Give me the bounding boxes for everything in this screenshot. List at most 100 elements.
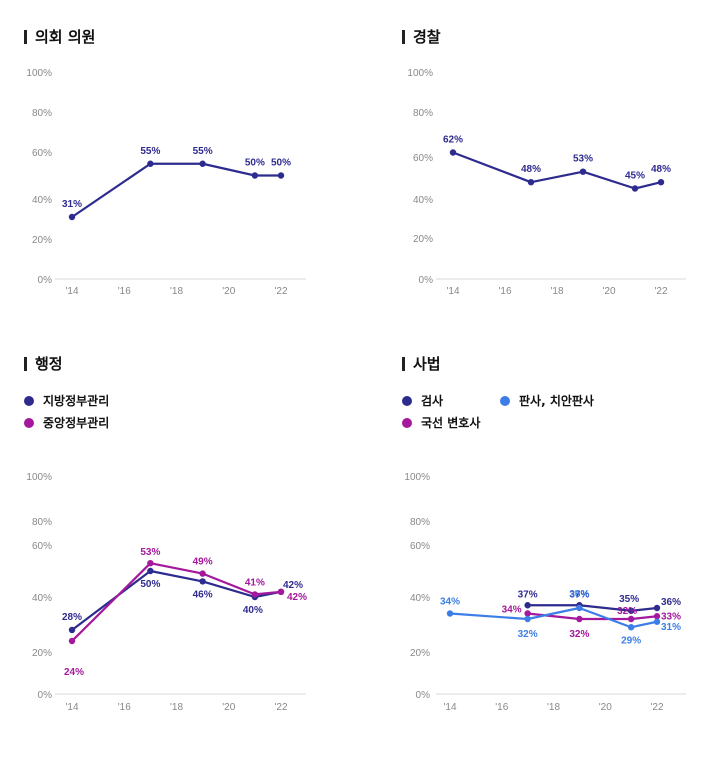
data-label: 28% xyxy=(62,612,82,623)
data-label: 48% xyxy=(651,164,671,175)
title-marker xyxy=(24,29,27,44)
series-line xyxy=(527,612,658,621)
legend-label: 지방정부관리 xyxy=(43,394,110,408)
data-label: 24% xyxy=(64,667,84,678)
x-tick-label: '20 xyxy=(222,702,235,713)
data-point xyxy=(277,588,285,595)
data-label: 50% xyxy=(140,579,160,590)
data-label: 29% xyxy=(621,635,641,646)
data-label: 46% xyxy=(193,589,213,600)
y-tick-label: 20% xyxy=(413,234,433,245)
legend-dot xyxy=(24,417,34,428)
data-label: 36% xyxy=(661,597,681,608)
legend-dot xyxy=(500,395,510,406)
data-label: 40% xyxy=(243,605,263,616)
data-point xyxy=(147,560,154,567)
y-tick-label: 80% xyxy=(413,108,433,119)
y-tick-label: 0% xyxy=(416,690,431,701)
legend-item: 중앙정부관리 xyxy=(24,414,109,431)
legend-judiciary: 검사 판사, 치안판사 국선 변호사 xyxy=(402,392,702,442)
data-label: 49% xyxy=(193,557,213,568)
x-tick-label: '16 xyxy=(495,702,508,713)
data-label: 36% xyxy=(569,589,589,600)
data-point xyxy=(527,179,535,186)
x-tick-label: '14 xyxy=(65,286,78,297)
x-tick-label: '22 xyxy=(650,702,663,713)
data-label: 37% xyxy=(518,589,538,600)
data-label: 33% xyxy=(661,611,681,622)
data-label: 48% xyxy=(521,164,541,175)
data-point xyxy=(653,613,661,620)
title-text: 의회 의원 xyxy=(35,28,96,46)
y-tick-label: 100% xyxy=(26,68,52,79)
data-point xyxy=(524,602,531,609)
data-label: 37% xyxy=(569,589,589,600)
data-label: 41% xyxy=(245,577,265,588)
data-label: 32% xyxy=(518,629,538,640)
data-point xyxy=(68,626,76,634)
x-tick-label: '22 xyxy=(654,286,667,297)
data-label: 62% xyxy=(443,135,463,146)
data-label: 53% xyxy=(573,154,593,165)
data-label: 35% xyxy=(619,594,639,605)
y-tick-label: 0% xyxy=(38,275,53,286)
data-point xyxy=(251,591,259,598)
data-point xyxy=(653,604,661,612)
data-label: 31% xyxy=(62,199,82,210)
series-line xyxy=(71,162,281,218)
title-marker xyxy=(24,356,27,371)
x-tick-label: '18 xyxy=(547,702,560,713)
data-label: 34% xyxy=(440,597,460,608)
x-tick-label: '18 xyxy=(550,286,563,297)
legend-label: 국선 변호사 xyxy=(421,416,481,430)
legend-dot xyxy=(402,395,412,406)
x-tick-label: '14 xyxy=(443,702,456,713)
data-point xyxy=(68,637,76,645)
x-tick-label: '20 xyxy=(602,286,615,297)
series-line xyxy=(527,604,658,612)
data-point xyxy=(524,615,531,623)
data-point xyxy=(627,624,635,631)
title-text: 경찰 xyxy=(413,28,441,46)
data-point xyxy=(657,179,665,186)
data-point xyxy=(627,615,635,623)
panel-title-admin: 행정 xyxy=(24,353,63,374)
data-point xyxy=(576,615,583,623)
legend-label: 판사, 치안판사 xyxy=(519,394,594,408)
legend-admin: 지방정부관리 중앙정부관리 xyxy=(24,392,324,442)
y-tick-label: 100% xyxy=(404,472,430,483)
data-label: 34% xyxy=(502,605,522,616)
panel-title-police: 경찰 xyxy=(402,26,441,47)
x-tick-label: '22 xyxy=(274,702,287,713)
data-point xyxy=(449,149,457,156)
legend-label: 중앙정부관리 xyxy=(43,416,110,430)
y-tick-label: 60% xyxy=(32,148,52,159)
title-text: 사법 xyxy=(413,355,441,373)
data-point xyxy=(68,213,76,221)
y-tick-label: 100% xyxy=(26,472,52,483)
legend-dot xyxy=(24,395,34,406)
y-tick-label: 0% xyxy=(419,275,434,286)
y-tick-label: 60% xyxy=(32,541,52,552)
y-tick-label: 0% xyxy=(38,690,53,701)
legend-dot xyxy=(402,417,412,428)
y-tick-label: 20% xyxy=(32,235,52,246)
data-label: 42% xyxy=(287,592,307,603)
data-point xyxy=(446,610,454,617)
x-tick-label: '18 xyxy=(170,702,183,713)
data-point xyxy=(576,604,583,612)
x-tick-label: '16 xyxy=(118,702,131,713)
data-label: 31% xyxy=(661,622,681,633)
y-tick-label: 100% xyxy=(407,68,433,79)
data-point xyxy=(147,160,154,167)
x-tick-label: '14 xyxy=(446,286,459,297)
y-tick-label: 40% xyxy=(410,593,430,604)
legend-item: 판사, 치안판사 xyxy=(500,392,594,409)
x-tick-label: '22 xyxy=(274,286,287,297)
legend-item: 지방정부관리 xyxy=(24,392,109,409)
data-point xyxy=(199,570,206,577)
y-tick-label: 60% xyxy=(413,153,433,164)
data-point xyxy=(627,607,635,614)
legend-item: 국선 변호사 xyxy=(402,414,480,431)
